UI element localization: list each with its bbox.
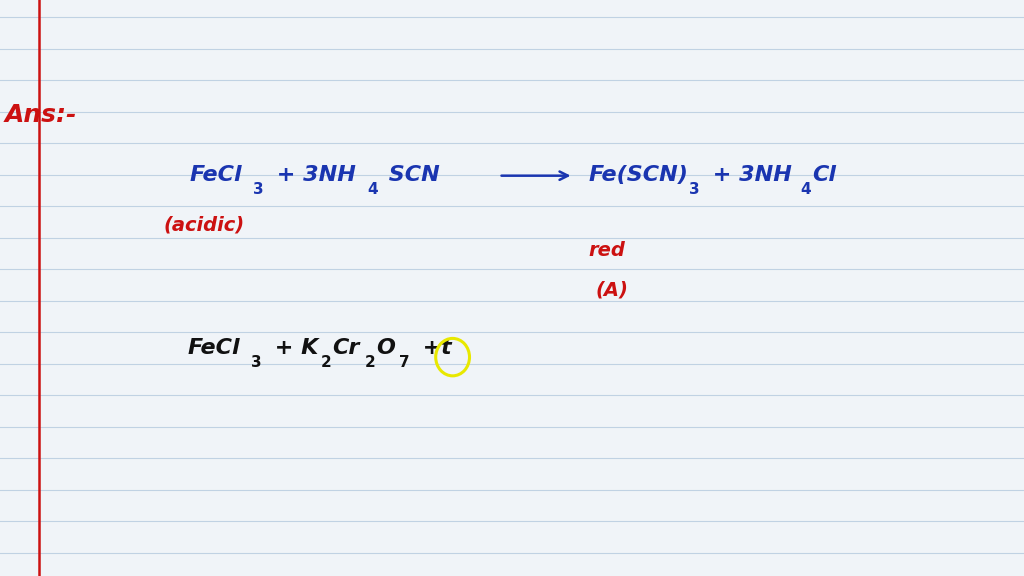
Text: SCN: SCN: [381, 165, 439, 185]
Text: 3: 3: [253, 182, 263, 197]
Text: FeCl: FeCl: [187, 338, 240, 358]
Text: 7: 7: [399, 355, 410, 370]
Text: Ans:-: Ans:-: [5, 103, 78, 127]
Text: 4: 4: [801, 182, 811, 197]
Text: t: t: [440, 338, 451, 358]
Text: 3: 3: [251, 355, 261, 370]
Text: +: +: [415, 338, 449, 358]
Text: 2: 2: [321, 355, 331, 370]
Text: red: red: [589, 241, 626, 260]
Text: Fe(SCN): Fe(SCN): [589, 165, 689, 185]
Text: 4: 4: [368, 182, 378, 197]
Text: (acidic): (acidic): [164, 215, 245, 234]
Text: 3: 3: [689, 182, 699, 197]
Text: Cl: Cl: [812, 165, 836, 185]
Text: 2: 2: [365, 355, 375, 370]
Text: + K: + K: [267, 338, 318, 358]
Text: FeCl: FeCl: [189, 165, 242, 185]
Text: + 3NH: + 3NH: [269, 165, 356, 185]
Text: Cr: Cr: [332, 338, 359, 358]
Text: (A): (A): [596, 281, 629, 300]
Text: O: O: [376, 338, 394, 358]
Text: + 3NH: + 3NH: [705, 165, 792, 185]
